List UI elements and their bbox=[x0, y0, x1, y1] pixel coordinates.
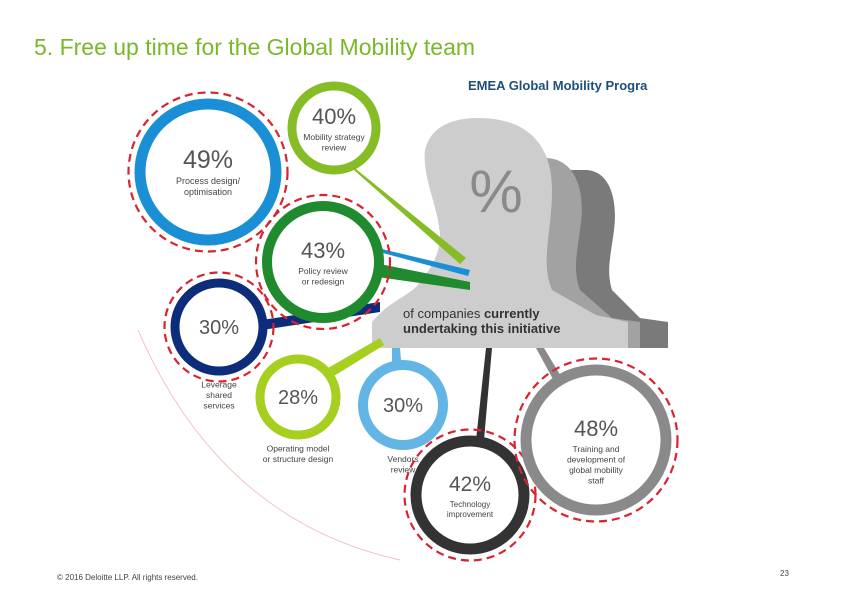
initiative-label: staff bbox=[588, 476, 605, 486]
initiative-label: improvement bbox=[447, 510, 494, 519]
head-silhouettes-icon bbox=[372, 118, 668, 348]
initiative-value: 30% bbox=[199, 317, 239, 339]
highlight-ring bbox=[254, 193, 392, 331]
initiative-label: Mobility strategy bbox=[303, 132, 365, 142]
initiative-label: Vendors bbox=[387, 454, 418, 464]
initiative-label: review bbox=[391, 465, 416, 475]
initiative-value: 30% bbox=[383, 395, 423, 417]
initiative-ring bbox=[358, 360, 448, 450]
initiative-ring bbox=[287, 81, 381, 175]
initiative-ring bbox=[262, 201, 384, 323]
initiative-value: 43% bbox=[301, 238, 345, 263]
initiative-label: development of bbox=[567, 455, 626, 465]
highlight-ring bbox=[127, 91, 289, 253]
center-label-bold: currently bbox=[484, 306, 540, 321]
initiative-ring bbox=[520, 364, 672, 516]
footer-copyright: © 2016 Deloitte LLP. All rights reserved… bbox=[57, 573, 198, 582]
initiative-ring bbox=[255, 354, 341, 440]
slide-title: 5. Free up time for the Global Mobility … bbox=[34, 34, 476, 60]
initiative-label: Training and bbox=[573, 444, 620, 454]
center-label-line2: undertaking this initiative bbox=[403, 321, 560, 336]
initiative-label: Technology bbox=[450, 500, 490, 509]
initiative-value: 28% bbox=[278, 387, 318, 409]
initiative-label: services bbox=[203, 401, 234, 411]
initiative-ring bbox=[134, 98, 282, 246]
initiative-label: or redesign bbox=[302, 277, 345, 287]
initiative-ring bbox=[170, 278, 268, 376]
highlight-ring bbox=[163, 271, 275, 383]
initiative-value: 48% bbox=[574, 416, 618, 441]
initiative-value: 40% bbox=[312, 104, 356, 129]
initiative-value: 49% bbox=[183, 146, 233, 174]
initiative-label: Process design/ bbox=[176, 176, 241, 186]
highlight-ring bbox=[513, 357, 679, 523]
initiative-label: Leverage bbox=[201, 380, 237, 390]
percent-symbol: % bbox=[469, 158, 522, 225]
initiative-label: or structure design bbox=[263, 454, 334, 464]
initiative-ring bbox=[410, 435, 530, 555]
initiative-label: Operating model bbox=[267, 444, 330, 454]
initiative-label: optimisation bbox=[184, 187, 232, 197]
graphic-heading: EMEA Global Mobility Progra bbox=[468, 78, 648, 93]
initiative-label: global mobility bbox=[569, 465, 624, 475]
initiative-label: review bbox=[322, 143, 347, 153]
initiative-value: 42% bbox=[449, 473, 491, 496]
center-label-line1: of companies currently bbox=[403, 306, 540, 321]
page-number: 23 bbox=[780, 569, 789, 578]
background-arc bbox=[137, 329, 401, 561]
initiative-label: shared bbox=[206, 390, 232, 400]
initiative-label: Policy review bbox=[298, 266, 348, 276]
center-label-normal: of companies bbox=[403, 306, 484, 321]
initiative-2: 49% Process design/optimisation bbox=[127, 91, 289, 253]
